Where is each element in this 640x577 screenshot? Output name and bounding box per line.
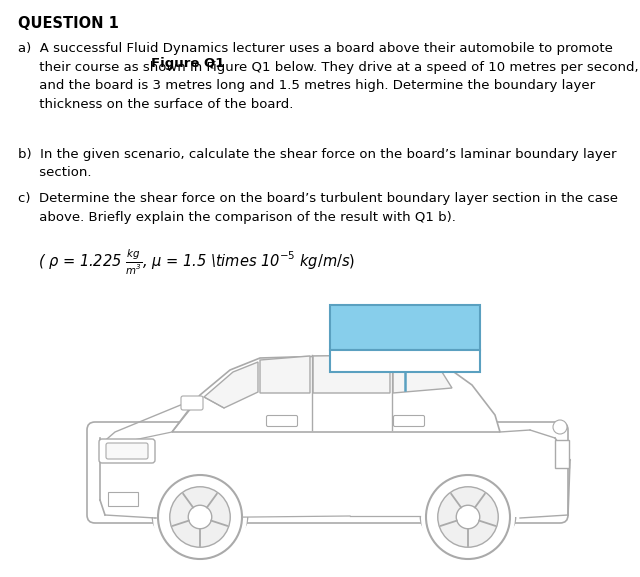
Polygon shape [172,354,500,432]
Bar [330,305,480,350]
FancyBboxPatch shape [87,422,568,523]
Circle shape [170,487,230,547]
FancyBboxPatch shape [394,415,424,426]
Circle shape [553,420,567,434]
Text: a)  A successful Fluid Dynamics lecturer uses a board above their automobile to : a) A successful Fluid Dynamics lecturer … [18,42,639,111]
FancyBboxPatch shape [99,439,155,463]
Bar [108,492,138,506]
Wedge shape [153,517,247,564]
Wedge shape [421,517,515,564]
Text: ( $\rho$ = 1.225 $\mathregular{\frac{kg}{m^3}}$, $\mu$ = 1.5 \times 10$^{-5}$ $k: ( $\rho$ = 1.225 $\mathregular{\frac{kg}… [38,248,355,278]
FancyBboxPatch shape [181,396,203,410]
Polygon shape [260,356,310,393]
Text: c)  Determine the shear force on the board’s turbulent boundary layer section in: c) Determine the shear force on the boar… [18,192,618,223]
Circle shape [158,475,242,559]
Polygon shape [313,355,390,393]
Circle shape [438,487,499,547]
FancyBboxPatch shape [106,443,148,459]
Circle shape [426,475,510,559]
Bar [330,350,480,372]
Polygon shape [393,355,452,393]
FancyBboxPatch shape [266,415,298,426]
Text: Figure Q1: Figure Q1 [151,58,225,70]
Circle shape [456,505,480,529]
Text: b)  In the given scenario, calculate the shear force on the board’s laminar boun: b) In the given scenario, calculate the … [18,148,616,179]
Polygon shape [204,362,258,408]
Circle shape [188,505,212,529]
Bar [555,440,569,468]
Text: QUESTION 1: QUESTION 1 [18,16,119,31]
